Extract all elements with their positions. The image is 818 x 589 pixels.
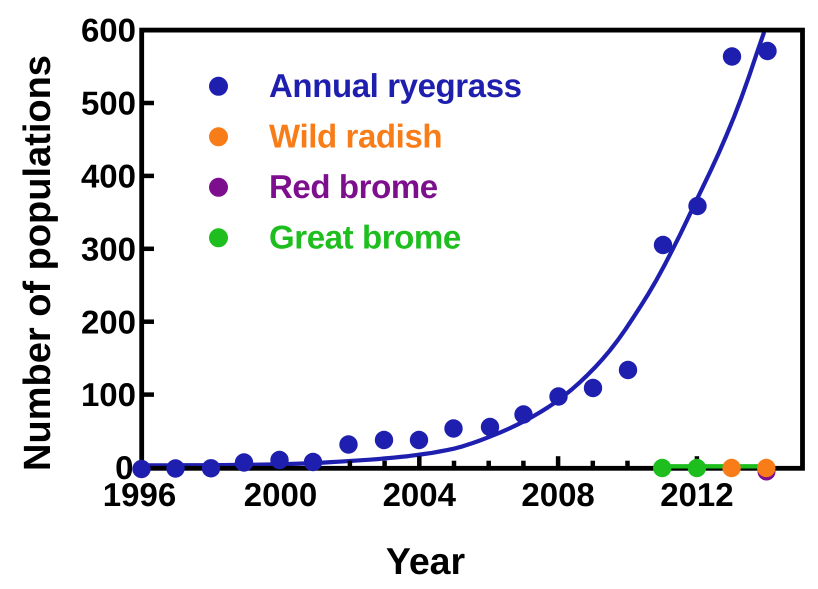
svg-text:Wild radish: Wild radish [269,118,442,155]
svg-text:400: 400 [81,158,136,195]
svg-text:Year: Year [386,540,466,582]
svg-text:2004: 2004 [383,476,457,513]
svg-text:1996: 1996 [103,476,176,513]
svg-text:Red brome: Red brome [269,168,438,205]
svg-text:2000: 2000 [244,476,317,513]
svg-text:2012: 2012 [660,476,733,513]
svg-text:100: 100 [81,376,136,413]
svg-text:200: 200 [81,303,136,340]
svg-text:Great brome: Great brome [269,219,461,256]
svg-text:300: 300 [81,230,136,267]
svg-text:Number of populations: Number of populations [17,55,59,471]
svg-text:600: 600 [81,12,136,49]
svg-text:0: 0 [115,449,133,486]
svg-text:500: 500 [81,85,136,122]
svg-text:Annual ryegrass: Annual ryegrass [269,67,522,104]
svg-text:2008: 2008 [521,476,594,513]
